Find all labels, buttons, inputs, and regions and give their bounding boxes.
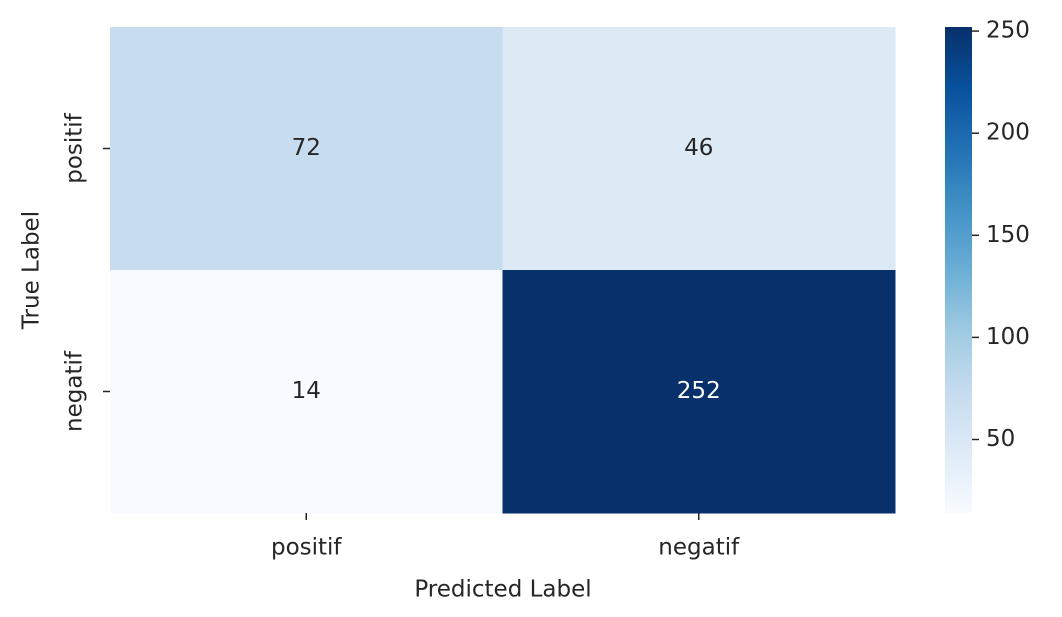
y-tick-label: negatif bbox=[62, 350, 88, 432]
heatmap-cell bbox=[502, 27, 896, 271]
y-axis-label: True Label bbox=[19, 211, 45, 330]
heatmap-cell bbox=[502, 270, 896, 514]
cell-label: 252 bbox=[677, 378, 721, 404]
cell-label: 46 bbox=[684, 135, 713, 161]
colorbar-tick-label: 100 bbox=[986, 324, 1030, 350]
colorbar-tick-label: 50 bbox=[986, 426, 1015, 452]
heatmap-cell bbox=[110, 27, 503, 271]
colorbar-tick-label: 200 bbox=[986, 120, 1030, 146]
cell-label: 72 bbox=[292, 135, 321, 161]
x-tick-label: positif bbox=[271, 535, 342, 561]
colorbar bbox=[945, 27, 972, 513]
y-tick-label: positif bbox=[62, 112, 88, 183]
cell-label: 14 bbox=[292, 378, 321, 404]
heatmap-cell bbox=[110, 270, 503, 514]
x-axis-label: Predicted Label bbox=[414, 577, 591, 603]
colorbar-tick-label: 150 bbox=[986, 222, 1030, 248]
colorbar-tick-label: 250 bbox=[986, 18, 1030, 44]
x-tick-label: negatif bbox=[658, 535, 740, 561]
